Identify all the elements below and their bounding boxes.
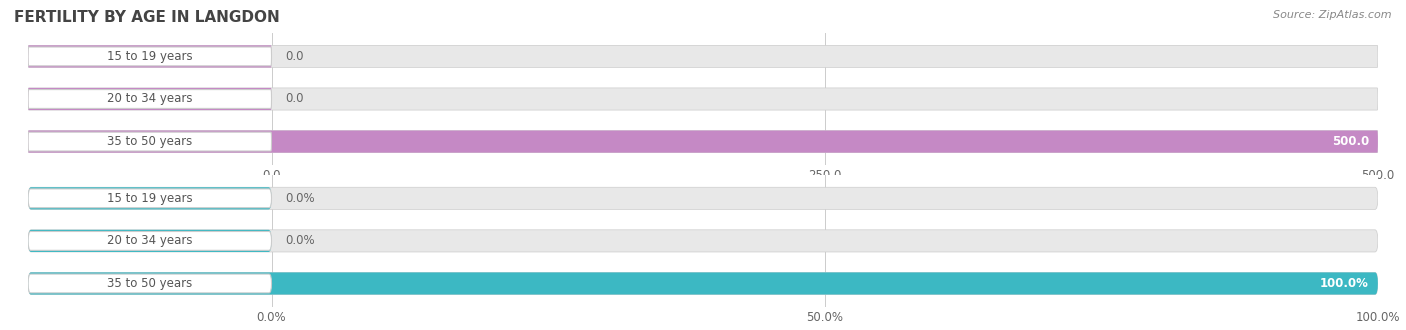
Text: 20 to 34 years: 20 to 34 years [107, 234, 193, 248]
Text: 35 to 50 years: 35 to 50 years [107, 135, 193, 148]
Text: 0.0: 0.0 [285, 50, 304, 63]
FancyBboxPatch shape [28, 187, 1378, 210]
Text: 0.0%: 0.0% [285, 234, 315, 248]
Text: 500.0: 500.0 [1331, 135, 1369, 148]
Text: FERTILITY BY AGE IN LANGDON: FERTILITY BY AGE IN LANGDON [14, 10, 280, 25]
FancyBboxPatch shape [28, 47, 271, 66]
Text: 0.0: 0.0 [285, 92, 304, 106]
FancyBboxPatch shape [28, 272, 1378, 295]
FancyBboxPatch shape [28, 230, 271, 252]
FancyBboxPatch shape [28, 45, 271, 68]
FancyBboxPatch shape [28, 130, 1378, 153]
FancyBboxPatch shape [28, 130, 1378, 153]
Text: Source: ZipAtlas.com: Source: ZipAtlas.com [1274, 10, 1392, 20]
Text: 35 to 50 years: 35 to 50 years [107, 277, 193, 290]
Text: 15 to 19 years: 15 to 19 years [107, 50, 193, 63]
Text: 20 to 34 years: 20 to 34 years [107, 92, 193, 106]
FancyBboxPatch shape [28, 45, 1378, 68]
Text: 15 to 19 years: 15 to 19 years [107, 192, 193, 205]
FancyBboxPatch shape [28, 132, 271, 151]
FancyBboxPatch shape [28, 272, 1378, 295]
FancyBboxPatch shape [28, 231, 271, 250]
FancyBboxPatch shape [28, 89, 271, 109]
FancyBboxPatch shape [28, 88, 271, 110]
Text: 0.0%: 0.0% [285, 192, 315, 205]
Text: 100.0%: 100.0% [1320, 277, 1369, 290]
FancyBboxPatch shape [28, 88, 1378, 110]
FancyBboxPatch shape [28, 274, 271, 293]
FancyBboxPatch shape [28, 189, 271, 208]
FancyBboxPatch shape [28, 230, 1378, 252]
FancyBboxPatch shape [28, 187, 271, 210]
